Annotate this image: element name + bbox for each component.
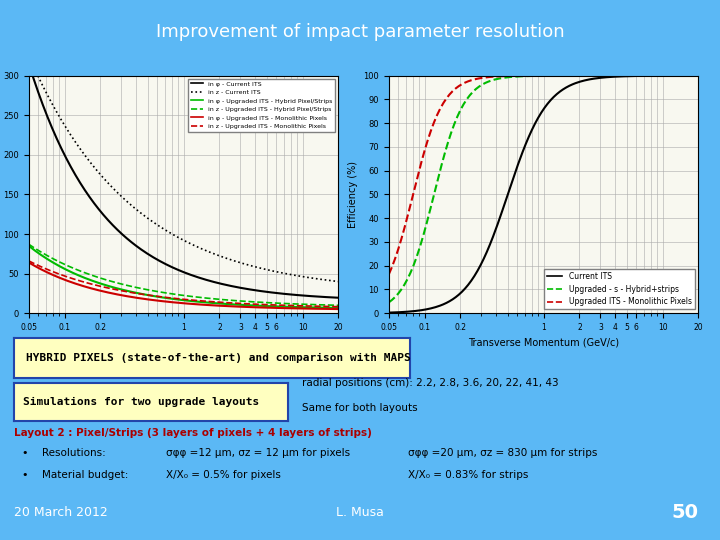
Text: Simulations for two upgrade layouts: Simulations for two upgrade layouts <box>22 397 259 407</box>
Text: HYBRID PIXELS (state-of-the-art) and comparison with MAPS: HYBRID PIXELS (state-of-the-art) and com… <box>27 353 411 363</box>
Legend: Current ITS, Upgraded - s - Hybrid+strips, Upgraded ITS - Monolithic Pixels: Current ITS, Upgraded - s - Hybrid+strip… <box>544 268 695 309</box>
Text: radial positions (cm): 2.2, 2.8, 3.6, 20, 22, 41, 43: radial positions (cm): 2.2, 2.8, 3.6, 20… <box>302 379 559 388</box>
Text: Improvement of impact parameter resolution: Improvement of impact parameter resoluti… <box>156 23 564 42</box>
Text: 50: 50 <box>671 503 698 523</box>
Text: Material budget:: Material budget: <box>42 470 128 480</box>
X-axis label: Transverse Momentum (GeV/c): Transverse Momentum (GeV/c) <box>468 338 619 347</box>
Legend: in φ - Current ITS, in z - Current ITS, in φ - Upgraded ITS - Hybrid Pixel/Strip: in φ - Current ITS, in z - Current ITS, … <box>189 79 336 132</box>
Text: X/X₀ = 0.83% for strips: X/X₀ = 0.83% for strips <box>408 470 528 480</box>
Text: σφφ =20 μm, σz = 830 μm for strips: σφφ =20 μm, σz = 830 μm for strips <box>408 448 598 458</box>
Y-axis label: Efficiency (%): Efficiency (%) <box>348 161 358 228</box>
Text: X/X₀ = 0.5% for pixels: X/X₀ = 0.5% for pixels <box>166 470 282 480</box>
Text: •: • <box>22 448 28 458</box>
X-axis label: Transverse Momentum (GeV/c): Transverse Momentum (GeV/c) <box>108 338 259 347</box>
Text: Same for both layouts: Same for both layouts <box>302 403 418 413</box>
Text: σφφ =12 μm, σz = 12 μm for pixels: σφφ =12 μm, σz = 12 μm for pixels <box>166 448 351 458</box>
Text: Layout 2 : Pixel/Strips (3 layers of pixels + 4 layers of strips): Layout 2 : Pixel/Strips (3 layers of pix… <box>14 429 372 438</box>
Text: 20 March 2012: 20 March 2012 <box>14 507 108 519</box>
Text: •: • <box>22 470 28 480</box>
Text: Resolutions:: Resolutions: <box>42 448 106 458</box>
Text: L. Musa: L. Musa <box>336 507 384 519</box>
